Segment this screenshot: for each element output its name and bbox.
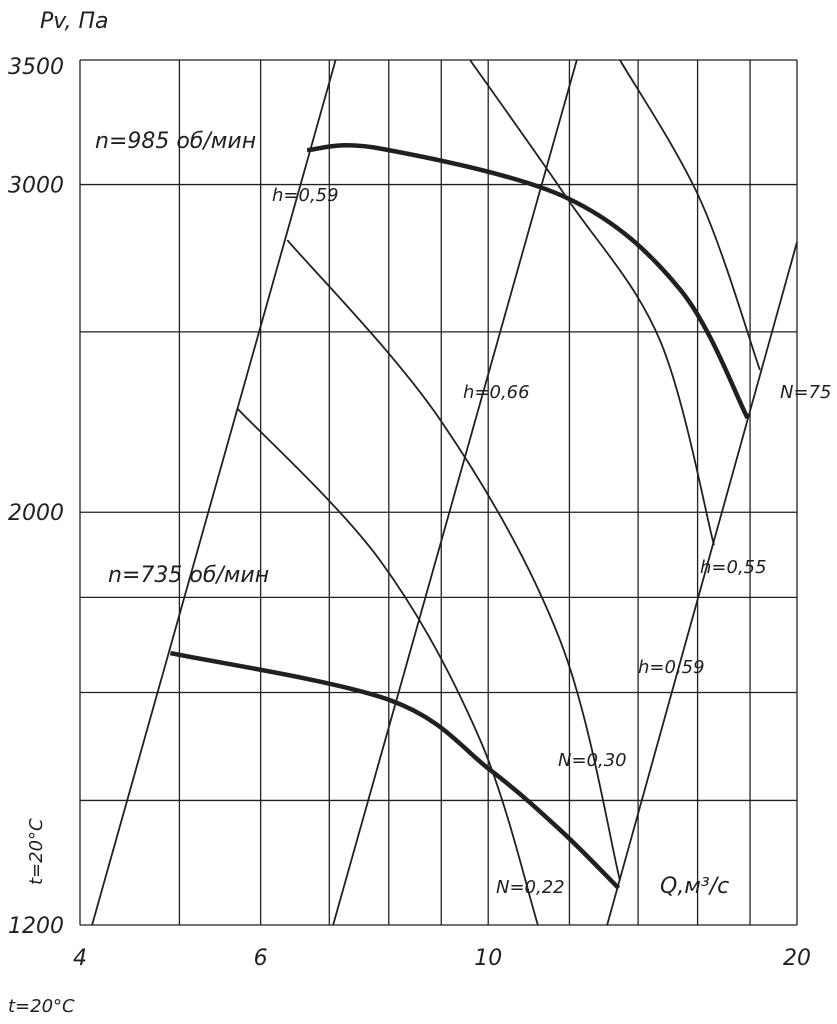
curve bbox=[236, 407, 539, 926]
curve-label: N=0,30 bbox=[558, 750, 627, 771]
y-tick-label: 3500 bbox=[8, 55, 64, 80]
curve bbox=[91, 59, 337, 926]
temperature-note: t=20°C bbox=[8, 996, 75, 1017]
curve-label: h=0,59 bbox=[638, 657, 705, 678]
x-axis-label: Q,м³/с bbox=[660, 874, 729, 899]
temperature-note: t=20°C bbox=[26, 818, 47, 885]
curve bbox=[332, 59, 578, 926]
curve-label: n=735 об/мин bbox=[108, 563, 269, 588]
curve-label: h=0,59 bbox=[272, 185, 339, 206]
y-axis-label: Pv, Па bbox=[40, 9, 109, 34]
curve-label: h=0,55 bbox=[700, 557, 767, 578]
curve-label: N=75 bbox=[780, 382, 831, 403]
y-tick-label: 1200 bbox=[8, 914, 64, 939]
curve bbox=[606, 241, 798, 926]
curve-label: n=985 об/мин bbox=[95, 129, 256, 154]
curve bbox=[169, 650, 621, 890]
y-tick-label: 2000 bbox=[8, 501, 64, 526]
curve bbox=[306, 143, 750, 420]
x-tick-label: 4 bbox=[73, 946, 87, 971]
curve bbox=[469, 59, 715, 546]
x-tick-label: 20 bbox=[783, 946, 811, 971]
curve bbox=[619, 59, 761, 371]
curve bbox=[286, 239, 621, 881]
curve-label: N=0,22 bbox=[496, 877, 565, 898]
curve-label: h=0,66 bbox=[463, 382, 530, 403]
x-tick-label: 6 bbox=[254, 946, 268, 971]
x-tick-label: 10 bbox=[474, 946, 502, 971]
y-tick-label: 3000 bbox=[8, 174, 64, 199]
